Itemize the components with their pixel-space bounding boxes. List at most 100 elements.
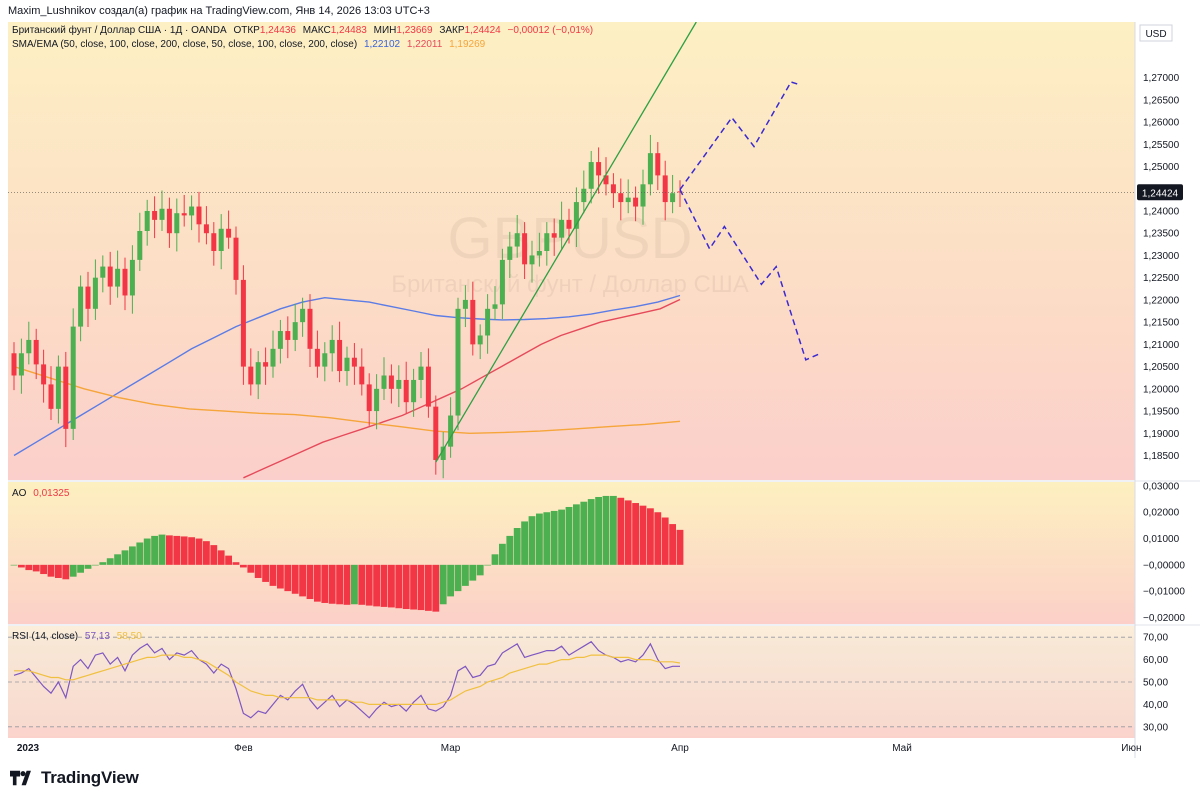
candle — [625, 179, 631, 214]
price-tick: 1,23500 — [1143, 229, 1180, 240]
candle-body — [48, 384, 54, 409]
candle-body — [374, 388, 380, 412]
axes: USD 1,27000 1,26500 1,26000 1,25500 1,25000 1,… — [17, 24, 1185, 754]
candle-body — [662, 175, 668, 203]
candle-body — [11, 353, 17, 376]
ao-bar — [69, 564, 77, 577]
rsi-title[interactable]: RSI (14, close) — [12, 631, 79, 642]
candle-body — [63, 366, 69, 429]
ao-bar — [654, 512, 662, 565]
candle-body — [477, 335, 483, 345]
ao-bar — [269, 564, 277, 586]
candle — [100, 255, 106, 293]
ao-bar — [195, 538, 203, 565]
candle — [618, 178, 624, 221]
symbol-title[interactable]: Британский фунт / Доллар США · 1Д · OAND… — [12, 25, 227, 36]
currency-label: USD — [1145, 29, 1166, 40]
candle-body — [129, 259, 135, 296]
candle — [440, 431, 446, 479]
trendline — [435, 21, 697, 463]
candle — [329, 325, 335, 372]
candle — [351, 343, 357, 385]
candle-body — [85, 286, 91, 309]
candle — [573, 187, 579, 247]
tradingview-logo[interactable]: TradingView — [10, 768, 139, 788]
ao-bar — [632, 503, 639, 565]
ao-bar — [587, 499, 595, 565]
price-tick: 1,24000 — [1143, 206, 1180, 217]
ao-bar — [536, 513, 543, 565]
candle-body — [196, 206, 202, 225]
ao-bar — [647, 508, 654, 565]
price-tick: 1,20000 — [1143, 384, 1180, 395]
price-tick: 1,27000 — [1143, 73, 1180, 84]
candle — [344, 346, 350, 386]
main-pane-bg — [8, 22, 1135, 480]
candle-body — [263, 362, 269, 367]
brand-name: TradingView — [41, 768, 139, 787]
candle-body — [625, 197, 631, 203]
candle-body — [366, 384, 372, 412]
candle-body — [329, 339, 335, 354]
ao-bar — [10, 564, 18, 566]
candle — [337, 321, 343, 383]
ao-bar — [84, 564, 92, 569]
candle-body — [322, 353, 328, 367]
candle-body — [292, 322, 298, 340]
ao-bar — [639, 505, 647, 565]
ma-line-2 — [243, 298, 681, 479]
candle-body — [388, 375, 394, 389]
candle-body — [581, 188, 587, 203]
ao-title[interactable]: AO — [12, 488, 27, 499]
candle — [411, 368, 417, 417]
price-tick: 1,19500 — [1143, 407, 1180, 418]
candle-body — [92, 277, 98, 309]
candle — [322, 342, 328, 382]
candle — [174, 198, 180, 252]
ao-bar — [506, 535, 514, 565]
price-tick: 1,22500 — [1143, 273, 1180, 284]
ao-bar — [351, 564, 358, 605]
candle — [462, 285, 468, 328]
candle — [514, 214, 520, 258]
ao-bar — [114, 554, 121, 565]
ao-bar — [232, 562, 240, 565]
candle-body — [618, 193, 624, 203]
ao-bar — [343, 564, 351, 605]
ao-bar — [62, 564, 70, 580]
ao-bar — [158, 534, 166, 565]
candle — [41, 349, 47, 403]
rsi-tick: 30,00 — [1143, 722, 1168, 733]
candle-body — [240, 279, 246, 367]
candle — [610, 173, 616, 208]
ao-bar — [32, 564, 40, 572]
ao-bar — [277, 564, 284, 589]
ma-line-3 — [13, 365, 681, 435]
candle — [277, 319, 283, 364]
ao-bar — [188, 537, 195, 565]
xaxis-bg — [8, 738, 1135, 758]
ma-legend: SMA/EMA (50, close, 100, close, 200, clo… — [12, 39, 489, 50]
ao-bar — [217, 550, 225, 565]
candle — [292, 303, 298, 352]
ao-legend: AO 0,01325 — [12, 488, 73, 499]
chart-header: Maxim_Lushnikov создал(а) график на Trad… — [0, 0, 1200, 22]
ao-tick: −0,01000 — [1143, 587, 1185, 598]
candle-body — [107, 266, 113, 287]
candle — [166, 197, 172, 248]
ma-title[interactable]: SMA/EMA (50, close, 100, close, 200, clo… — [12, 39, 358, 50]
candle — [559, 201, 565, 249]
ao-bar — [558, 509, 565, 565]
candle-body — [314, 348, 320, 367]
price-tick: 1,22000 — [1143, 295, 1180, 306]
candle-body — [455, 308, 461, 416]
candle-body — [670, 193, 676, 203]
x-axis-label: Фев — [234, 743, 252, 754]
ao-bar — [173, 535, 181, 565]
candle — [677, 180, 683, 207]
ao-bar — [129, 546, 136, 565]
candle-body — [610, 184, 616, 194]
candle-body — [122, 268, 128, 296]
candle — [129, 245, 135, 314]
ao-bar — [669, 524, 676, 565]
